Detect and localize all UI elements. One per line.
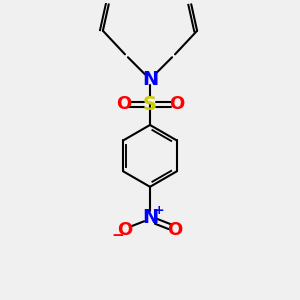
- Text: O: O: [116, 95, 131, 113]
- Text: +: +: [154, 204, 164, 217]
- Text: N: N: [142, 70, 158, 89]
- Text: S: S: [143, 95, 157, 114]
- Text: −: −: [111, 229, 124, 244]
- Text: O: O: [167, 221, 183, 239]
- Text: O: O: [117, 221, 133, 239]
- Text: O: O: [169, 95, 184, 113]
- Text: N: N: [142, 208, 158, 227]
